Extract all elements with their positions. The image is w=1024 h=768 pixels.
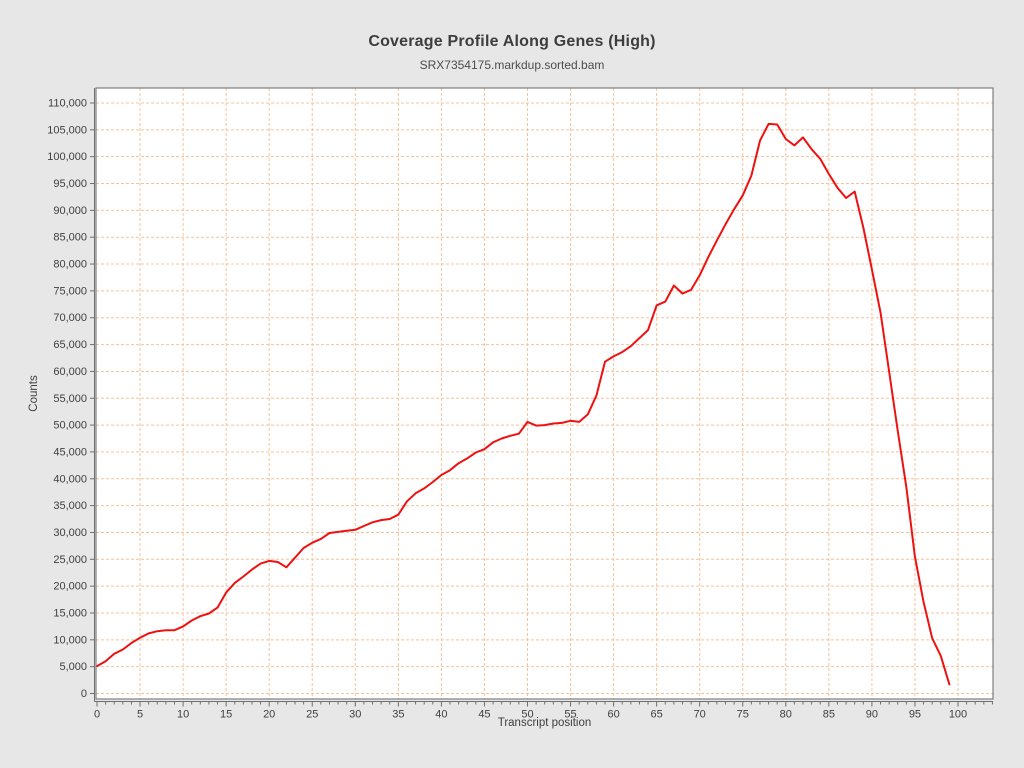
x-tick-label: 10 bbox=[177, 709, 189, 721]
y-tick-label: 55,000 bbox=[53, 393, 87, 405]
plot-border bbox=[95, 87, 994, 700]
y-tick-label: 40,000 bbox=[53, 473, 87, 485]
x-tick-label: 45 bbox=[478, 709, 490, 721]
y-tick-label: 80,000 bbox=[53, 259, 87, 271]
series-line-coverage bbox=[96, 122, 951, 686]
x-tick-label: 35 bbox=[392, 709, 404, 721]
x-axis-title: Transcript position bbox=[498, 717, 592, 729]
y-tick-label: 70,000 bbox=[53, 312, 87, 324]
x-tick-label: 20 bbox=[263, 709, 275, 721]
plot-area bbox=[96, 88, 993, 699]
x-tick-label: 90 bbox=[866, 709, 878, 721]
x-axis: 0 5 10 15 20 25 30 35 40 45 50 55 60 65 70 75 80 85 90 95 10… bbox=[94, 701, 993, 721]
x-tick-label: 75 bbox=[737, 709, 749, 721]
x-tick-label: 15 bbox=[220, 709, 232, 721]
y-tick-label: 100,000 bbox=[47, 151, 87, 163]
x-tick-label: 80 bbox=[780, 709, 792, 721]
y-tick-label: 30,000 bbox=[53, 527, 87, 539]
y-tick-label: 5,000 bbox=[59, 661, 87, 673]
x-tick-label: 30 bbox=[349, 709, 361, 721]
x-tick-label: 50 bbox=[521, 709, 533, 721]
x-tick-label: 70 bbox=[694, 709, 706, 721]
x-tick-label: 40 bbox=[435, 709, 447, 721]
y-tick-label: 65,000 bbox=[53, 339, 87, 351]
y-tick-label: 90,000 bbox=[53, 205, 87, 217]
y-tick-label: 35,000 bbox=[53, 500, 87, 512]
y-axis-title: Counts bbox=[28, 375, 40, 412]
gridlines bbox=[96, 88, 993, 699]
x-tick-label: 95 bbox=[909, 709, 921, 721]
x-tick-label: 55 bbox=[564, 709, 576, 721]
y-tick-label: 85,000 bbox=[53, 232, 87, 244]
x-tick-label: 25 bbox=[306, 709, 318, 721]
y-tick-label: 105,000 bbox=[47, 124, 87, 136]
y-tick-label: 15,000 bbox=[53, 607, 87, 619]
y-tick-label: 110,000 bbox=[48, 98, 87, 110]
x-tick-label: 65 bbox=[651, 709, 663, 721]
x-tick-label: 85 bbox=[823, 709, 835, 721]
y-tick-label: 0 bbox=[81, 688, 87, 700]
y-tick-label: 20,000 bbox=[53, 581, 87, 593]
chart-subtitle: SRX7354175.markdup.sorted.bam bbox=[419, 58, 605, 72]
x-tick-label: 0 bbox=[94, 709, 100, 721]
y-tick-label: 25,000 bbox=[53, 554, 87, 566]
chart-title: Coverage Profile Along Genes (High) bbox=[368, 33, 656, 50]
x-tick-label: 5 bbox=[137, 709, 143, 721]
x-tick-label: 60 bbox=[607, 709, 619, 721]
y-tick-label: 45,000 bbox=[53, 446, 87, 458]
y-axis: 0 5,000 10,000 15,000 20,000 25,000 30,000 35,0… bbox=[47, 88, 95, 702]
y-tick-label: 95,000 bbox=[53, 178, 87, 190]
y-tick-label: 50,000 bbox=[53, 420, 87, 432]
x-tick-label: 100 bbox=[949, 709, 967, 721]
y-tick-label: 10,000 bbox=[53, 634, 87, 646]
y-tick-label: 60,000 bbox=[53, 366, 87, 378]
y-tick-label: 75,000 bbox=[53, 285, 87, 297]
